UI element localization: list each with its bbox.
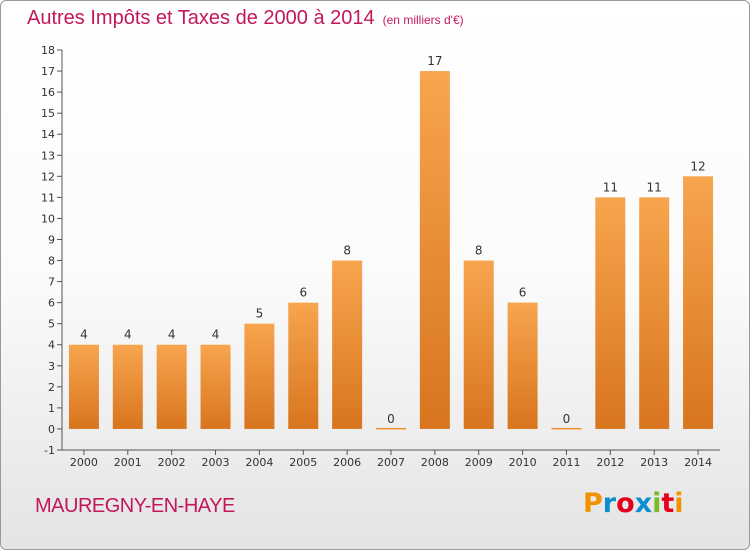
x-tick-label: 2006 — [333, 456, 361, 469]
y-tick-label: 17 — [41, 65, 55, 78]
x-tick-label: 2001 — [114, 456, 142, 469]
y-tick-label: 4 — [48, 339, 55, 352]
chart-title-text: Autres Impôts et Taxes de 2000 à 2014 — [27, 7, 375, 29]
y-tick-label: 9 — [48, 233, 55, 246]
x-tick-label: 2013 — [640, 456, 668, 469]
y-tick-label: 2 — [48, 381, 55, 394]
data-label: 6 — [519, 286, 527, 300]
logo-letter: i — [674, 488, 684, 519]
y-tick-label: 16 — [41, 86, 55, 99]
y-tick-label: 6 — [48, 297, 55, 310]
bar — [112, 344, 143, 429]
data-label: 12 — [690, 159, 705, 173]
x-tick-label: 2012 — [596, 456, 624, 469]
data-label: 4 — [212, 328, 220, 342]
data-label: 4 — [168, 328, 176, 342]
x-tick-label: 2011 — [552, 456, 580, 469]
bar — [639, 197, 670, 429]
logo-letter: i — [652, 488, 662, 519]
data-label: 4 — [124, 328, 132, 342]
y-tick-label: 5 — [48, 318, 55, 331]
bar — [595, 197, 626, 429]
bar — [463, 260, 494, 429]
x-tick-label: 2002 — [158, 456, 186, 469]
x-tick-label: 2000 — [70, 456, 98, 469]
y-tick-label: 12 — [41, 170, 55, 183]
logo-letter: x — [634, 488, 653, 519]
bar — [332, 260, 363, 429]
logo-letter: o — [616, 488, 635, 519]
logo-letter: t — [661, 488, 675, 519]
x-tick-label: 2009 — [465, 456, 493, 469]
data-label: 6 — [299, 286, 307, 300]
commune-name: MAUREGNY-EN-HAYE — [35, 495, 235, 517]
bar — [156, 344, 187, 429]
data-label: 8 — [343, 244, 351, 258]
x-tick-label: 2014 — [684, 456, 712, 469]
y-tick-label: 3 — [48, 360, 55, 373]
bar — [68, 344, 99, 429]
bar — [683, 176, 714, 429]
y-tick-label: 13 — [41, 149, 55, 162]
bar — [376, 427, 406, 430]
y-tick-label: 14 — [41, 128, 55, 141]
x-tick-label: 2005 — [289, 456, 317, 469]
x-tick-label: 2010 — [509, 456, 537, 469]
data-label: 4 — [80, 328, 88, 342]
data-label: 5 — [256, 307, 264, 321]
y-tick-label: 10 — [41, 212, 55, 225]
data-label: 11 — [603, 180, 618, 194]
y-tick-label: 18 — [41, 44, 55, 57]
data-label: 0 — [563, 412, 571, 426]
bar — [288, 302, 319, 429]
data-label: 0 — [387, 412, 395, 426]
proxiti-logo: Proxiti — [583, 488, 684, 519]
data-label: 17 — [427, 54, 442, 68]
x-tick-label: 2003 — [202, 456, 230, 469]
x-tick-label: 2008 — [421, 456, 449, 469]
y-tick-label: 0 — [48, 423, 55, 436]
y-tick-label: -1 — [44, 444, 55, 457]
y-tick-label: 11 — [41, 191, 55, 204]
data-label: 8 — [475, 244, 483, 258]
y-tick-label: 8 — [48, 255, 55, 268]
data-label: 11 — [647, 180, 662, 194]
x-tick-label: 2007 — [377, 456, 405, 469]
y-tick-label: 1 — [48, 402, 55, 415]
x-tick-label: 2004 — [245, 456, 273, 469]
bar — [200, 344, 231, 429]
chart-unit: (en milliers d'€) — [382, 13, 464, 27]
bar — [551, 427, 582, 430]
bar — [419, 71, 450, 429]
bar — [244, 323, 275, 429]
logo-letter: P — [583, 488, 603, 519]
logo-letter: r — [602, 488, 617, 519]
chart-title: Autres Impôts et Taxes de 2000 à 2014 (en… — [27, 7, 464, 30]
y-tick-label: 7 — [48, 276, 55, 289]
bar — [507, 302, 538, 429]
y-tick-label: 15 — [41, 107, 55, 120]
